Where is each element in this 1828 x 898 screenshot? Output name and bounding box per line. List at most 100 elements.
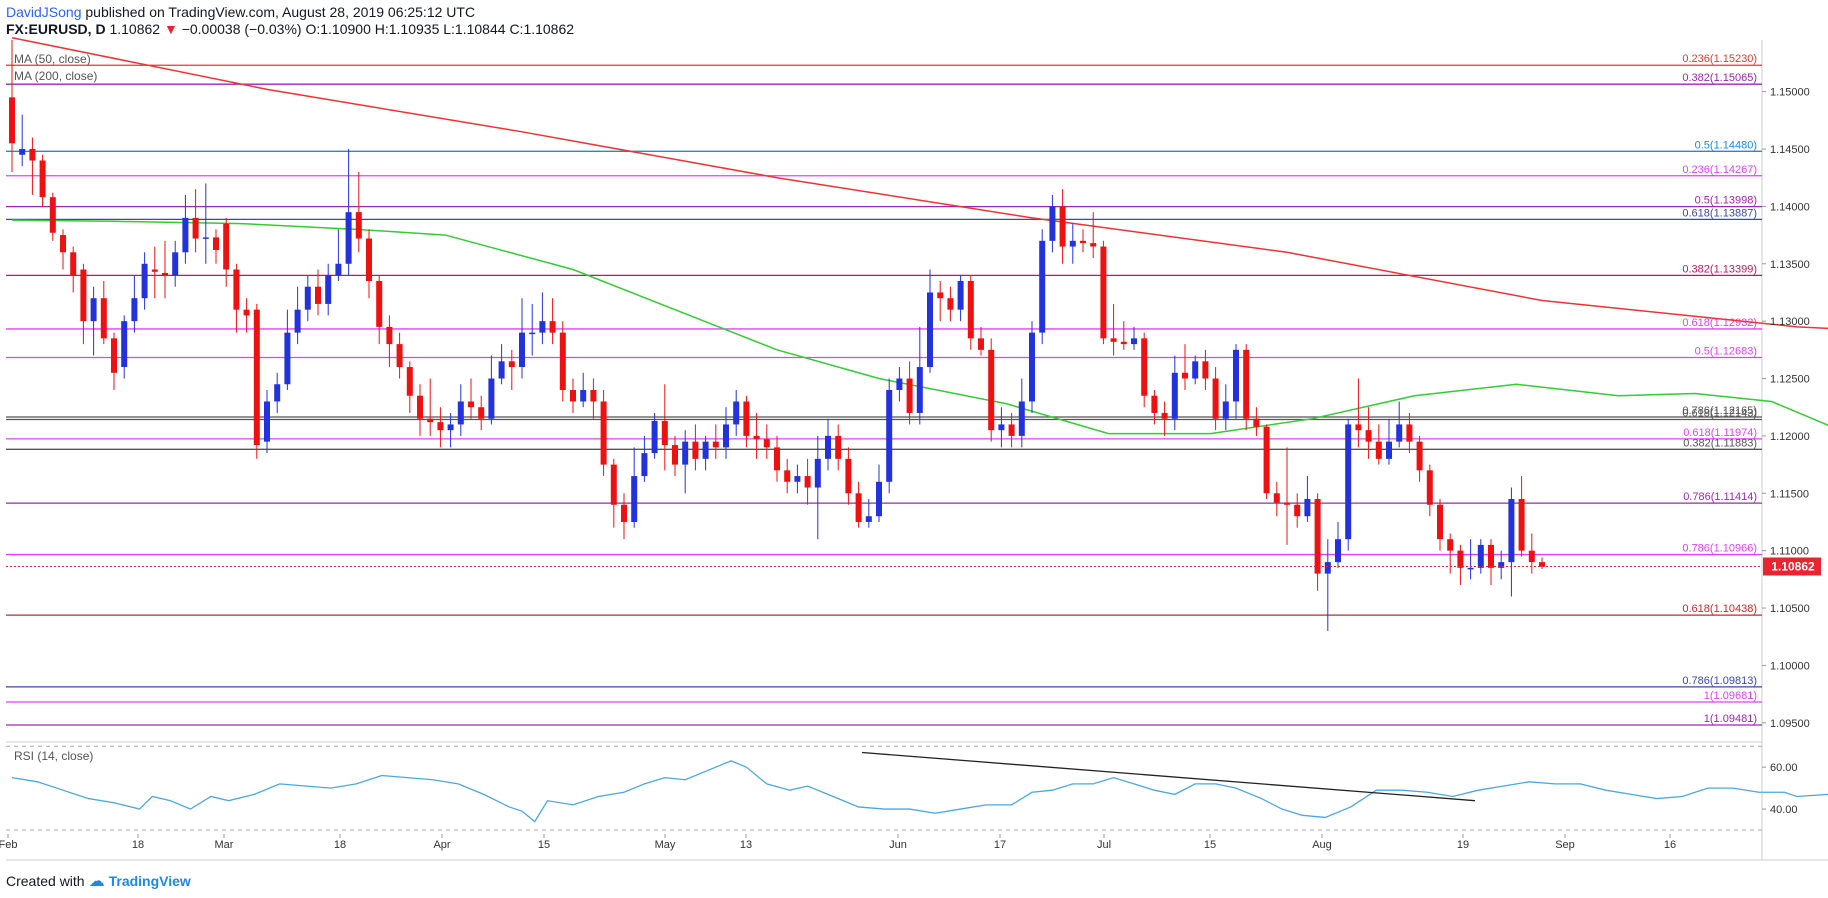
candle-body	[1294, 504, 1301, 517]
candle-body	[376, 280, 383, 327]
candle-body	[468, 401, 474, 408]
y-tick-label: 1.14000	[1770, 201, 1810, 213]
candle-body	[182, 217, 189, 253]
candle	[529, 303, 536, 356]
candle	[988, 338, 995, 442]
candle	[1345, 418, 1352, 551]
candle-body	[355, 212, 362, 239]
rsi-pane[interactable]: 60.00 40.00	[6, 745, 1828, 831]
candle-body	[1263, 426, 1270, 494]
candle-body	[692, 441, 699, 459]
rsi-label[interactable]: RSI (14, close)	[14, 749, 94, 763]
fib-label: 0.618(1.11974)	[1683, 427, 1757, 439]
candle	[580, 372, 587, 408]
candle	[376, 275, 383, 345]
candle	[865, 499, 872, 528]
candle-body	[1528, 550, 1535, 563]
ma50-label[interactable]: MA (50, close)	[14, 52, 91, 66]
candle	[641, 435, 648, 482]
created-with-text: Created with	[6, 873, 85, 889]
tradingview-logo-icon[interactable]: ☁	[88, 873, 105, 890]
candle-body	[1284, 502, 1290, 505]
candle-body	[1151, 395, 1158, 413]
candle	[661, 384, 668, 471]
candle	[325, 263, 332, 316]
candle	[753, 412, 760, 459]
candle	[1018, 378, 1025, 448]
fib-label: 0.5(1.13998)	[1695, 195, 1757, 207]
candle	[39, 154, 46, 207]
candle	[9, 40, 15, 172]
candle	[539, 292, 546, 345]
tradingview-brand[interactable]: TradingView	[108, 873, 191, 889]
symbol-line: FX:EURUSD, D 1.10862 ▼ −0.00038 (−0.03%)…	[6, 21, 574, 37]
candle-body	[90, 298, 97, 322]
candle	[559, 321, 566, 402]
candle	[498, 344, 505, 385]
candle	[213, 229, 219, 264]
candle	[1151, 390, 1158, 425]
candle	[29, 137, 36, 195]
candle	[692, 424, 699, 471]
candle-body	[1018, 401, 1025, 436]
last-price-value: 1.10862	[109, 21, 161, 37]
candle-body	[1100, 246, 1107, 339]
candle	[610, 458, 617, 528]
y-tick-label: 1.11000	[1770, 546, 1809, 558]
candle-body	[192, 217, 199, 239]
change-arrow-icon: ▼	[163, 21, 178, 37]
fib-label: 0.236(1.15230)	[1682, 53, 1757, 65]
candle-body	[121, 321, 128, 368]
fib-label: 0.786(1.11414)	[1683, 491, 1757, 503]
candle	[723, 407, 729, 459]
time-axis[interactable]: Feb 18 Mar 18 Apr 15 May 13 Jun 17 Jul 15 Aug 19 Sep 16	[0, 834, 1676, 851]
candle-body	[406, 367, 413, 396]
candle	[1386, 418, 1392, 465]
author-link[interactable]: DavidJSong	[6, 4, 82, 20]
candle-body	[1110, 338, 1117, 342]
candle-body	[794, 476, 801, 482]
candle-body	[1222, 401, 1229, 419]
candle	[733, 390, 740, 436]
candle-body	[100, 298, 107, 339]
candle	[886, 378, 893, 494]
x-tick-label: Mar	[215, 839, 234, 851]
candle	[570, 378, 576, 413]
candle-body	[1406, 424, 1413, 442]
candle-body	[1131, 338, 1137, 345]
candle	[417, 384, 423, 436]
candle	[19, 114, 26, 167]
candle	[488, 355, 495, 425]
candle-body	[478, 407, 485, 419]
candlesticks	[9, 40, 1545, 631]
candle	[182, 194, 189, 264]
x-tick-label: 19	[1457, 839, 1469, 851]
candle-body	[162, 272, 168, 276]
candle	[1131, 326, 1137, 350]
y-tick-label: 1.12000	[1770, 431, 1810, 443]
ma200-label[interactable]: MA (200, close)	[14, 69, 98, 83]
candle	[896, 367, 903, 402]
candle	[478, 395, 485, 431]
y-tick-label: 1.13000	[1770, 316, 1810, 328]
fib-label: 0.5(1.12683)	[1695, 346, 1757, 358]
candle	[294, 286, 301, 345]
candle-body	[1080, 240, 1086, 244]
candle	[845, 447, 852, 505]
candle-body	[967, 280, 974, 339]
candle-body	[927, 292, 933, 368]
candle	[1355, 378, 1362, 448]
candle	[437, 407, 444, 448]
candle-body	[988, 349, 995, 431]
candle-body	[396, 344, 403, 368]
candle-body	[804, 476, 811, 488]
candle-body	[774, 447, 780, 471]
fib-label: 0.382(1.11883)	[1683, 437, 1757, 449]
price-axis[interactable]: 1.10862 1.15000 1.14500 1.14000 1.13500 1.130…	[6, 87, 1821, 730]
candle	[264, 390, 270, 454]
candle	[600, 390, 607, 477]
candle	[1324, 539, 1331, 631]
chart-frame	[6, 40, 1828, 861]
candle	[386, 315, 393, 368]
